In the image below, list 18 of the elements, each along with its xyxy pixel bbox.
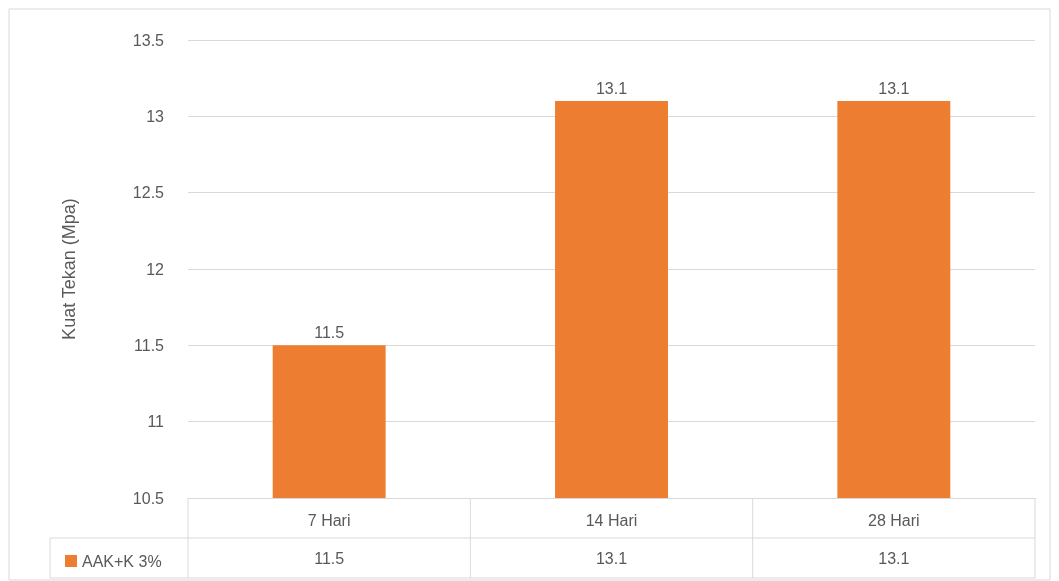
y-tick-label: 13.5	[132, 31, 165, 49]
y-tick-label: 10.5	[132, 489, 165, 507]
y-tick-label: 11	[147, 413, 165, 431]
y-tick-label: 12	[146, 260, 165, 278]
data-label: 13.1	[595, 79, 628, 97]
x-tick-label: 7 Hari	[307, 511, 351, 529]
text: 11.5	[314, 549, 345, 567]
y-axis-title: Kuat Tekan (Mpa)	[59, 198, 79, 340]
data-label: 13.1	[878, 79, 910, 97]
x-tick-label: 28 Hari	[868, 511, 920, 529]
data-label: 11.5	[314, 323, 345, 341]
y-tick-label: 13	[146, 107, 165, 125]
y-tick-label: 11.5	[134, 336, 165, 354]
x-tick-label: 14 Hari	[585, 511, 638, 529]
text: 13.1	[878, 549, 910, 567]
legend-label: AAK+K 3%	[82, 552, 162, 570]
y-tick-label: 12.5	[132, 184, 165, 202]
text: 13.1	[595, 549, 628, 567]
